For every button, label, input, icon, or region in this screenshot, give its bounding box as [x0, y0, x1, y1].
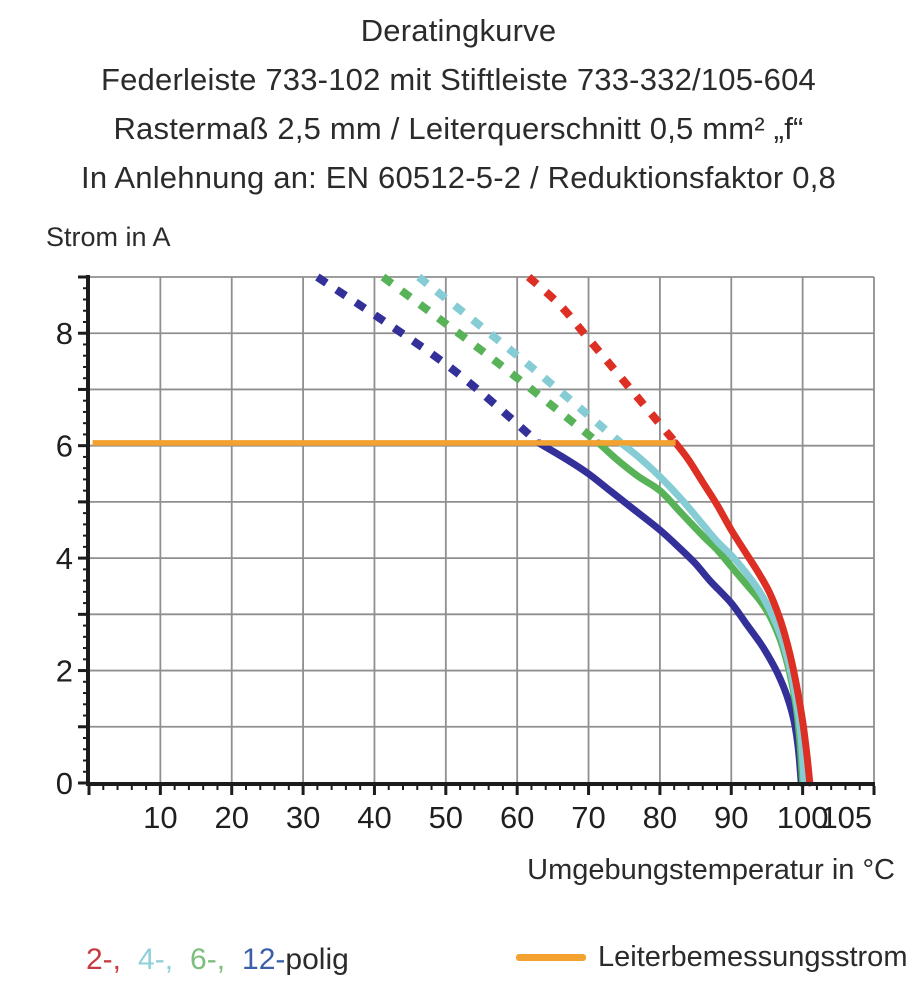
legend-pole-item: 2-, [86, 943, 122, 976]
legend-reference: Leiterbemessungsstrom [516, 941, 907, 974]
x-tick-label: 100 [777, 800, 829, 835]
x-tick-label: 80 [643, 800, 677, 835]
legend-pole-item: 4-, [138, 943, 174, 976]
x-tick-label: 50 [429, 800, 463, 835]
x-tick-label: 20 [214, 800, 248, 835]
reference-line-label: Leiterbemessungsstrom [598, 941, 908, 973]
x-tick-label: 10 [143, 800, 177, 835]
y-tick-label: 8 [56, 316, 73, 351]
y-tick-label: 2 [56, 654, 73, 689]
chart-title: Deratingkurve [360, 13, 557, 48]
legend-pole-item: 12- [242, 943, 286, 976]
curve-4-polig-dashed [416, 273, 624, 446]
y-axis-label: Strom in A [46, 222, 171, 252]
chart-subtitle-2: Rastermaß 2,5 mm / Leiterquerschnitt 0,5… [113, 111, 804, 146]
legend-pole-counts: 2-, 4-, 6-, 12- polig [86, 943, 349, 977]
x-tick-label: 60 [500, 800, 534, 835]
title-block: Deratingkurve Federleiste 733-102 mit St… [0, 6, 917, 202]
legend-pole-item: 6-, [190, 943, 226, 976]
x-tick-label: 30 [286, 800, 320, 835]
curve-2-polig-solid [672, 439, 814, 787]
x-tick-label: 40 [357, 800, 391, 835]
x-tick-label: 105 [820, 800, 872, 835]
chart-subtitle-1: Federleiste 733-102 mit Stiftleiste 733-… [100, 62, 816, 97]
reference-line-swatch [516, 954, 586, 961]
y-tick-label: 0 [56, 766, 73, 801]
axes [86, 275, 875, 786]
curve-6-polig-dashed [380, 273, 602, 446]
x-tick-label: 90 [714, 800, 748, 835]
x-axis-label: Umgebungstemperatur in °C [527, 854, 895, 886]
x-tick-label: 70 [571, 800, 605, 835]
curve-12-polig-solid [535, 439, 805, 787]
curve-12-polig-dashed [315, 273, 542, 446]
chart-subtitle-3: In Anlehnung an: EN 60512-5-2 / Reduktio… [81, 160, 836, 195]
legend-pole-item: polig [285, 943, 349, 976]
y-tick-label: 6 [56, 429, 73, 464]
y-tick-label: 4 [56, 541, 73, 576]
tick-marks [78, 275, 876, 795]
curve-2-polig-dashed [525, 273, 679, 446]
